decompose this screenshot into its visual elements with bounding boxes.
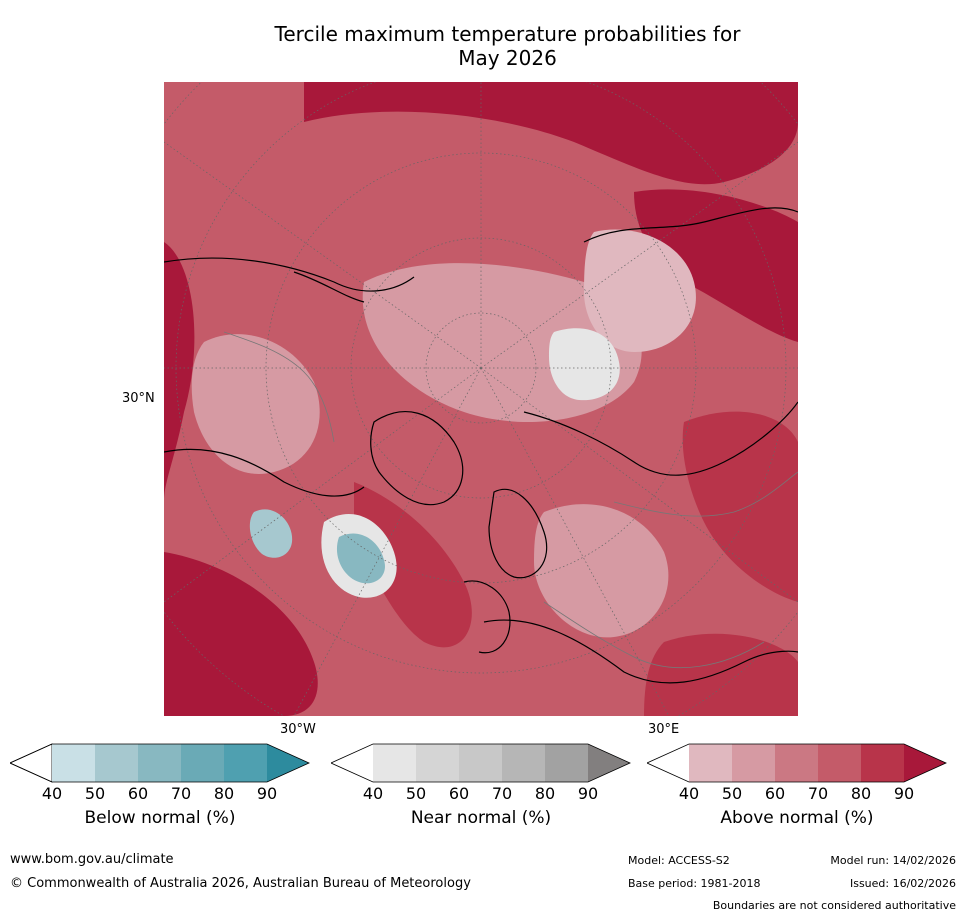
- tick-below-80: 80: [213, 784, 235, 803]
- border-asia: [613, 471, 798, 517]
- coast-greenland: [370, 411, 464, 506]
- base-period: Base period: 1981-2018: [628, 877, 761, 890]
- coast-east-siberia: [583, 207, 798, 243]
- coast-europe-south: [483, 619, 798, 684]
- map-svg: [164, 82, 798, 716]
- colorbar-above-svg: [646, 743, 947, 783]
- coast-north-america-east: [164, 448, 365, 497]
- tick-above-60: 60: [764, 784, 786, 803]
- meridians: [164, 82, 798, 716]
- tick-near-80: 80: [534, 784, 556, 803]
- colorbar-near-normal: 40 50 60 70 80 90 Near normal (%): [330, 743, 631, 828]
- tick-below-50: 50: [84, 784, 106, 803]
- boundaries-disclaimer: Boundaries are not considered authoritat…: [712, 899, 956, 912]
- coast-north-america-north: [164, 257, 415, 292]
- coast-siberia: [523, 401, 798, 476]
- tick-near-60: 60: [448, 784, 470, 803]
- map-title: Tercile maximum temperature probabilitie…: [200, 22, 815, 70]
- colorbar-below-svg: [9, 743, 310, 783]
- model-run-date: Model run: 14/02/2026: [830, 854, 956, 867]
- colorbar-near-caption: Near normal (%): [410, 808, 552, 828]
- copyright-text: © Commonwealth of Australia 2026, Austra…: [10, 876, 471, 891]
- tick-near-70: 70: [491, 784, 513, 803]
- tick-below-90: 90: [256, 784, 278, 803]
- tick-above-70: 70: [807, 784, 829, 803]
- coast-scandinavia: [488, 488, 548, 579]
- tick-below-70: 70: [170, 784, 192, 803]
- region-near-normal-siberia: [549, 328, 620, 401]
- lat-label-30n: 30°N: [122, 391, 155, 406]
- region-very-high-north-pacific: [304, 82, 798, 185]
- border-europe: [543, 601, 765, 668]
- region-below-normal-atlantic-1: [336, 533, 385, 584]
- tick-below-60: 60: [127, 784, 149, 803]
- colorbar-above-ticks: 40 50 60 70 80 90: [647, 784, 947, 804]
- tick-above-80: 80: [850, 784, 872, 803]
- colorbar-above-caption: Above normal (%): [720, 808, 874, 828]
- region-very-high-south-west: [164, 552, 318, 716]
- tick-above-90: 90: [893, 784, 915, 803]
- border-north-america: [223, 331, 335, 443]
- title-line-2: May 2026: [458, 46, 557, 70]
- polar-map[interactable]: [164, 82, 798, 716]
- region-low-europe: [534, 504, 669, 638]
- tick-near-90: 90: [577, 784, 599, 803]
- lon-label-30e: 30°E: [648, 722, 680, 737]
- colorbar-below-ticks: 40 50 60 70 80 90: [10, 784, 310, 804]
- region-below-normal-atlantic-2: [249, 509, 293, 558]
- tick-near-50: 50: [405, 784, 427, 803]
- region-very-high-south-east: [644, 633, 798, 716]
- coast-alaska: [293, 271, 365, 303]
- region-low-north-america: [191, 334, 320, 474]
- issued-date: Issued: 16/02/2026: [849, 877, 956, 890]
- coastlines: [164, 207, 798, 684]
- colorbar-near-svg: [330, 743, 631, 783]
- colorbar-above-normal: 40 50 60 70 80 90 Above normal (%): [646, 743, 947, 828]
- tick-above-50: 50: [721, 784, 743, 803]
- coast-british-isles: [463, 580, 511, 654]
- model-name: Model: ACCESS-S2: [628, 854, 730, 867]
- title-line-1: Tercile maximum temperature probabilitie…: [274, 22, 741, 46]
- region-very-high-asia-east: [634, 189, 798, 342]
- lon-label-30w: 30°W: [280, 722, 316, 737]
- region-very-high-east-asia: [682, 411, 798, 602]
- tick-below-40: 40: [41, 784, 63, 803]
- region-very-high-atlantic: [354, 482, 472, 648]
- colorbar-below-normal: 40 50 60 70 80 90 Below normal (%): [9, 743, 310, 828]
- tick-near-40: 40: [362, 784, 384, 803]
- borders: [223, 331, 798, 668]
- colorbar-below-caption: Below normal (%): [84, 808, 236, 828]
- region-low-siberia: [584, 229, 696, 352]
- website-link[interactable]: www.bom.gov.au/climate: [10, 852, 174, 867]
- colorbar-near-ticks: 40 50 60 70 80 90: [331, 784, 631, 804]
- region-very-high-west: [164, 242, 195, 502]
- tick-above-40: 40: [678, 784, 700, 803]
